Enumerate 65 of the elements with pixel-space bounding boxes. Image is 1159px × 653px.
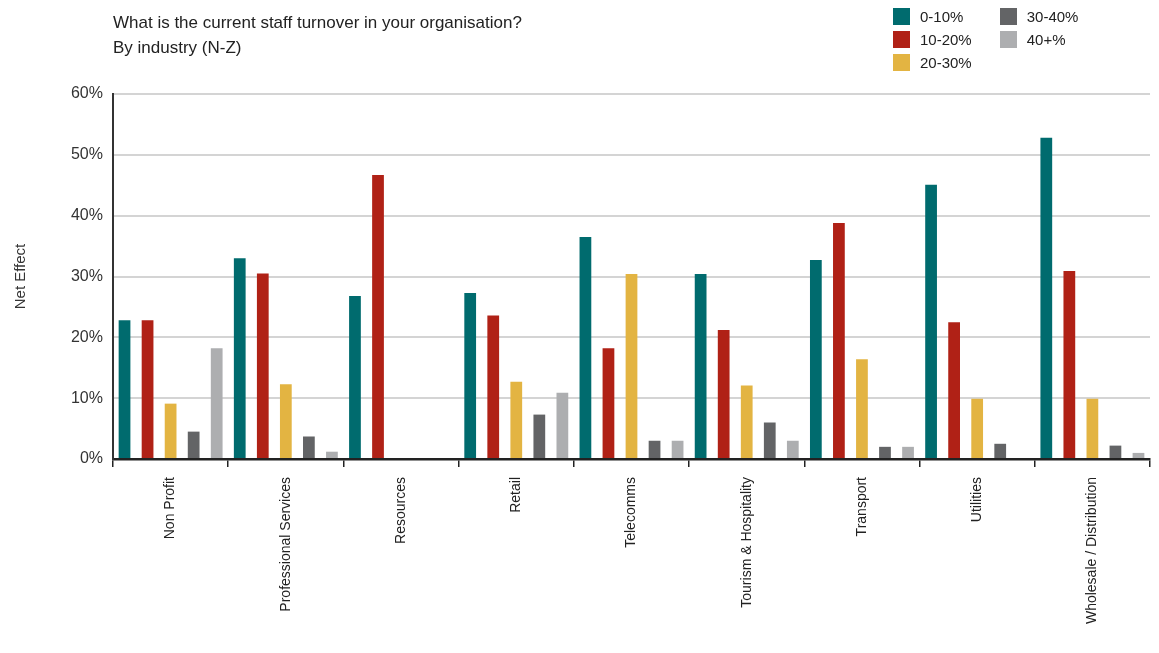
- chart-subtitle: By industry (N-Z): [113, 37, 243, 59]
- bar: [1063, 271, 1076, 458]
- x-tick-label: Tourism & Hospitality: [737, 477, 754, 608]
- bar: [556, 392, 569, 458]
- bar: [763, 422, 776, 458]
- bar: [948, 322, 960, 458]
- bar: [372, 174, 384, 458]
- bar: [879, 446, 891, 458]
- bar: [210, 348, 223, 458]
- x-tick-label: Wholesale / Distribution: [1083, 477, 1100, 625]
- bar: [256, 273, 269, 458]
- bar: [994, 443, 1007, 458]
- bar: [464, 292, 477, 458]
- x-tick-label: Non Profit: [161, 476, 178, 540]
- x-tick-label: Retail: [507, 477, 524, 513]
- y-tick-label: 0%: [79, 449, 103, 467]
- bar: [510, 381, 523, 458]
- y-tick-label: 40%: [70, 206, 103, 224]
- bar: [118, 320, 131, 458]
- x-tick-label: Professional Services: [276, 477, 293, 612]
- bar: [141, 320, 154, 458]
- y-tick-label: 30%: [70, 266, 103, 284]
- x-tick-label: Utilities: [968, 477, 985, 523]
- bar: [902, 446, 914, 458]
- bar: [694, 274, 707, 458]
- y-axis-title: Net Effect: [11, 242, 29, 310]
- bar: [326, 451, 338, 458]
- bar: [164, 403, 177, 458]
- bar: [279, 384, 292, 458]
- bar: [671, 440, 684, 458]
- x-tick-label: Transport: [852, 476, 869, 537]
- bar: [602, 348, 615, 458]
- bar: [625, 274, 638, 458]
- bar: [1086, 398, 1099, 458]
- bar: [533, 414, 546, 458]
- bar: [648, 440, 661, 458]
- x-tick-label: Resources: [391, 477, 408, 544]
- bar: [809, 260, 822, 458]
- bar: [1132, 452, 1145, 458]
- bar: [1109, 445, 1122, 458]
- bar: [740, 385, 753, 458]
- y-tick-label: 60%: [70, 84, 103, 102]
- bar: [856, 359, 868, 458]
- y-tick-label: 10%: [70, 388, 103, 406]
- bar: [1040, 137, 1053, 458]
- legend-label: 20-30%: [920, 54, 972, 71]
- bar: [187, 431, 200, 458]
- chart-title: What is the current staff turnover in your organisation?: [113, 12, 522, 34]
- bar: [786, 440, 799, 458]
- bar: [487, 315, 500, 458]
- legend-label: 10-20%: [920, 31, 972, 48]
- bar: [925, 184, 937, 458]
- bar: [971, 398, 984, 458]
- x-tick-label: Telecomms: [622, 477, 639, 548]
- bar: [579, 236, 592, 458]
- legend-label: 40+%: [1026, 31, 1066, 48]
- bar: [833, 222, 845, 458]
- bar: [349, 295, 361, 458]
- y-tick-label: 50%: [70, 145, 103, 163]
- legend-label: 0-10%: [920, 8, 964, 25]
- bar: [303, 436, 315, 458]
- y-tick-label: 20%: [70, 327, 103, 345]
- bar: [717, 330, 730, 458]
- bar: [233, 258, 246, 458]
- legend-label: 30-40%: [1026, 8, 1079, 25]
